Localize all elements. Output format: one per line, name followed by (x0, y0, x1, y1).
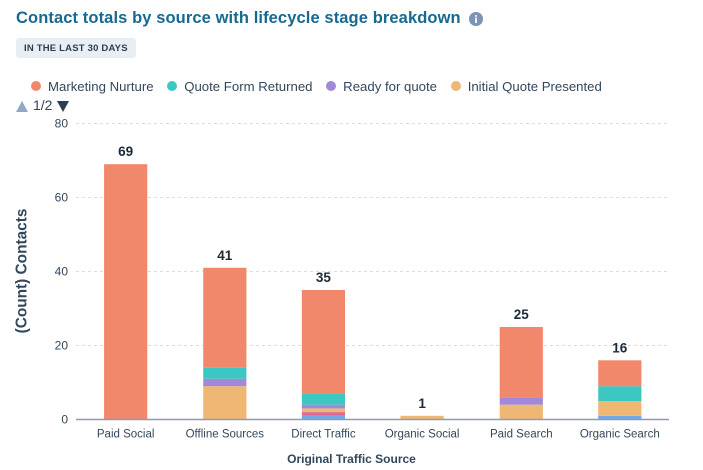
svg-text:60: 60 (55, 191, 69, 205)
svg-text:41: 41 (217, 248, 233, 263)
svg-text:20: 20 (55, 339, 69, 353)
svg-text:16: 16 (612, 340, 628, 355)
svg-text:Offline Sources: Offline Sources (186, 429, 265, 441)
svg-text:80: 80 (55, 117, 69, 131)
svg-text:0: 0 (61, 413, 68, 427)
svg-text:25: 25 (514, 307, 530, 322)
svg-text:69: 69 (118, 144, 133, 159)
svg-text:40: 40 (55, 265, 69, 279)
svg-text:Paid Social: Paid Social (97, 429, 155, 441)
svg-text:1: 1 (418, 396, 426, 411)
svg-text:35: 35 (316, 270, 332, 285)
svg-text:Paid Search: Paid Search (490, 429, 553, 441)
svg-text:Organic Social: Organic Social (385, 429, 460, 441)
svg-text:Direct Traffic: Direct Traffic (291, 429, 356, 441)
svg-text:Organic Search: Organic Search (580, 429, 660, 441)
